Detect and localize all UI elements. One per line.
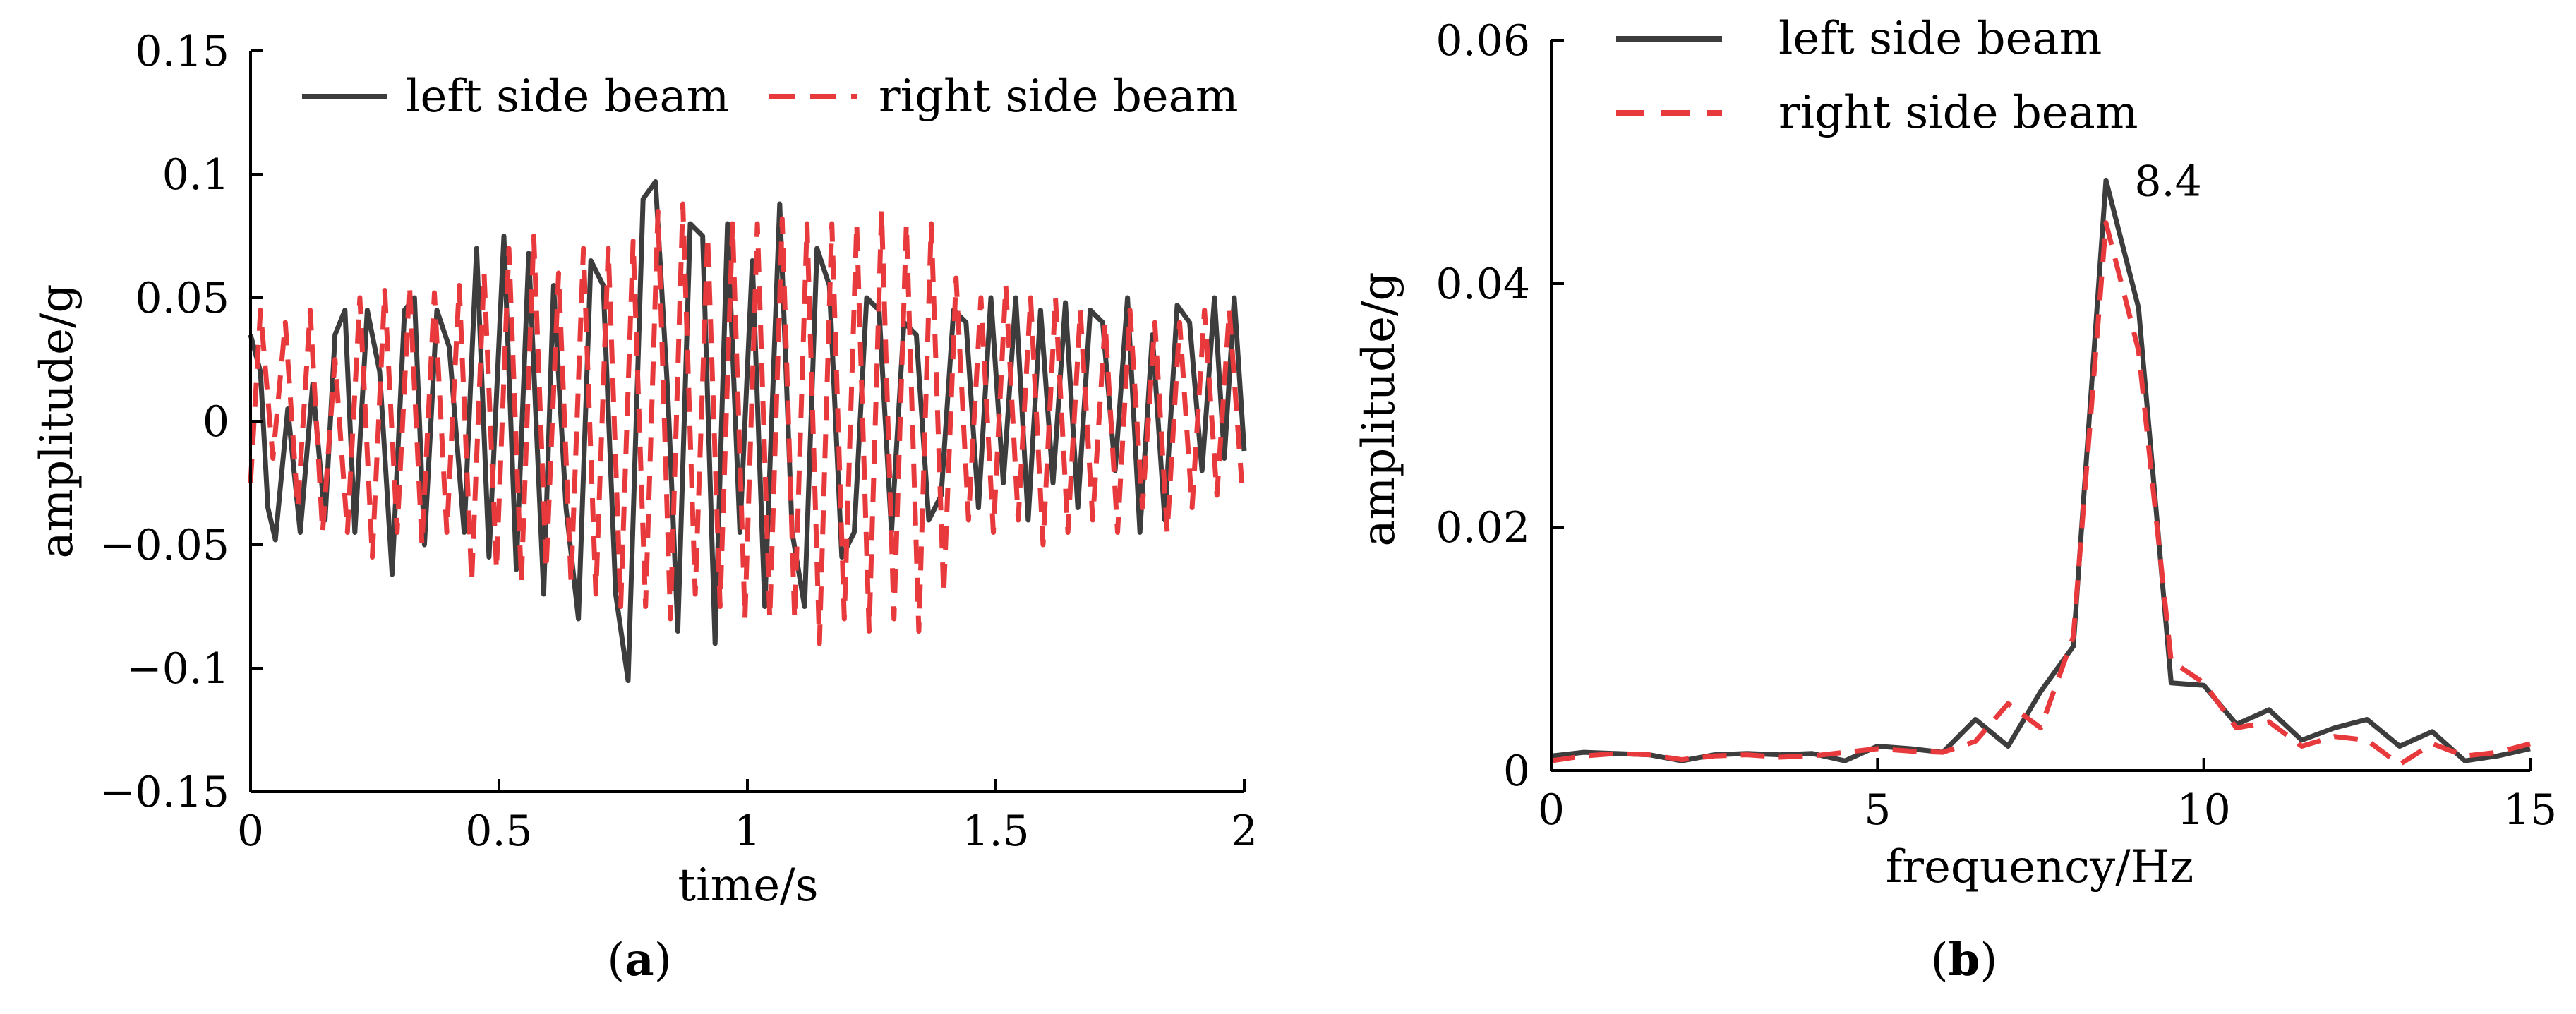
chart-a-y-tick-label: 0.15 (135, 27, 229, 76)
chart-a-x-tick-label: 2 (1231, 807, 1258, 856)
chart-b-x-axis-label: frequency/Hz (1886, 841, 2194, 893)
chart-a-y-axis-label: amplitude/g (31, 284, 83, 558)
chart-b-x-tick-label: 5 (1864, 785, 1891, 835)
chart-a-y-tick-label: 0 (203, 397, 229, 447)
chart-a-ticks: 0 0.5 1 1.5 2 −0.15 −0.1 −0.05 0 0.05 0.1 0.15 (100, 27, 1258, 856)
chart-b-series-group (1551, 177, 2531, 767)
chart-b-series-right-line (1551, 220, 2531, 767)
chart-a-x-tick-label: 1.5 (962, 807, 1029, 856)
chart-a-time-history: 0 0.5 1 1.5 2 −0.15 −0.1 −0.05 0 0.05 0.1 0.15 time… (31, 27, 1258, 986)
chart-b-legend-label-right: right side beam (1778, 87, 2138, 139)
chart-b-y-tick-label: 0.02 (1436, 503, 1530, 553)
chart-a-legend-label-left: left side beam (406, 71, 729, 123)
chart-b-y-tick-label: 0.04 (1436, 260, 1530, 309)
chart-a-series-right-line (248, 201, 1244, 646)
chart-b-caption: (b) (1931, 934, 1998, 986)
chart-b-legend: left side beam right side beam (1616, 13, 2138, 139)
chart-a-series-group (248, 179, 1247, 683)
chart-a-y-tick-label: −0.15 (100, 768, 229, 817)
chart-b-ticks: 0 5 10 15 0 0.02 0.04 0.06 (1436, 16, 2557, 835)
chart-a-y-tick-label: 0.05 (135, 274, 229, 323)
chart-b-legend-label-left: left side beam (1778, 13, 2102, 65)
chart-a-x-tick-label: 1 (734, 807, 761, 856)
chart-a-x-tick-label: 0.5 (465, 807, 532, 856)
chart-a-x-tick-label: 0 (237, 807, 264, 856)
chart-b-y-tick-label: 0.06 (1436, 16, 1530, 66)
chart-a-series-left-line (248, 179, 1247, 683)
chart-b-x-tick-label: 0 (1538, 785, 1565, 835)
chart-a-y-tick-label: −0.1 (126, 644, 229, 694)
chart-a-y-tick-label: −0.05 (100, 521, 229, 570)
chart-b-y-tick-label: 0 (1503, 747, 1530, 796)
chart-b-y-axis-label: amplitude/g (1353, 272, 1405, 546)
chart-a-x-axis-label: time/s (678, 859, 818, 912)
chart-b-x-tick-label: 15 (2503, 785, 2557, 835)
chart-a-y-tick-label: 0.1 (162, 150, 229, 200)
chart-b-x-tick-label: 10 (2177, 785, 2230, 835)
chart-b-spectrum: 0 5 10 15 0 0.02 0.04 0.06 8.4 frequency/Hz amp… (1353, 13, 2557, 986)
chart-a-legend: left side beam right side beam (302, 71, 1239, 123)
chart-b-annotations: 8.4 (2134, 157, 2201, 206)
chart-a-caption: (a) (607, 934, 671, 986)
chart-a-legend-label-right: right side beam (879, 71, 1239, 123)
chart-b-series-left-line (1551, 177, 2531, 763)
chart-b-peak-annotation: 8.4 (2134, 157, 2201, 206)
